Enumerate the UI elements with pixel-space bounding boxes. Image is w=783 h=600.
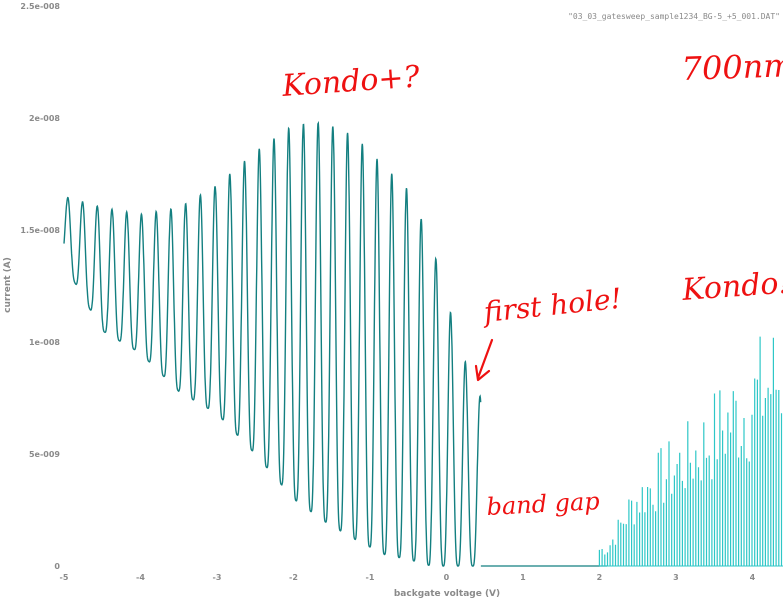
annotation-arrow-head bbox=[474, 364, 491, 382]
series-line-hole-oscillations bbox=[63, 120, 482, 567]
annotation-text: band gap bbox=[486, 487, 600, 521]
file-label: "03_03_gatesweep_sample1234_BG-5_+5_001.… bbox=[568, 12, 780, 21]
series-layer bbox=[63, 120, 783, 567]
x-tick-label: 4 bbox=[750, 573, 756, 582]
annotations-layer: Kondo+? 700nm first hole! Kondo! band gap bbox=[280, 46, 783, 521]
x-tick-label: -3 bbox=[213, 573, 222, 582]
annotation-text: 700nm bbox=[681, 46, 783, 88]
y-axis-title: current (A) bbox=[3, 257, 13, 313]
x-axis-title: backgate voltage (V) bbox=[394, 589, 500, 599]
x-tick-label: -2 bbox=[289, 573, 298, 582]
y-tick-label: 0 bbox=[54, 562, 60, 571]
x-tick-label: -1 bbox=[366, 573, 375, 582]
y-tick-label: 1.5e-008 bbox=[20, 226, 60, 235]
y-tick-label: 2e-008 bbox=[29, 114, 60, 123]
x-tick-label: 1 bbox=[520, 573, 526, 582]
annotation-text: Kondo+? bbox=[280, 59, 421, 104]
x-axis-ticks: -5 -4 -3 -2 -1 0 1 2 3 4 bbox=[60, 573, 756, 582]
series-line-electron-kondo bbox=[598, 336, 783, 566]
x-tick-label: 2 bbox=[597, 573, 603, 582]
y-tick-label: 2.5e-008 bbox=[20, 2, 60, 11]
annotation-text: first hole! bbox=[480, 282, 623, 329]
y-axis-ticks: 0 5e-009 1e-008 1.5e-008 2e-008 2.5e-008 bbox=[20, 2, 60, 571]
x-tick-label: 0 bbox=[444, 573, 450, 582]
y-tick-label: 1e-008 bbox=[29, 338, 60, 347]
y-tick-label: 5e-009 bbox=[29, 450, 60, 459]
annotation-arrow-shaft bbox=[476, 338, 494, 380]
x-tick-label: 3 bbox=[673, 573, 679, 582]
annotation-text: Kondo! bbox=[680, 266, 783, 309]
x-tick-label: -4 bbox=[136, 573, 145, 582]
x-tick-label: -5 bbox=[60, 573, 69, 582]
